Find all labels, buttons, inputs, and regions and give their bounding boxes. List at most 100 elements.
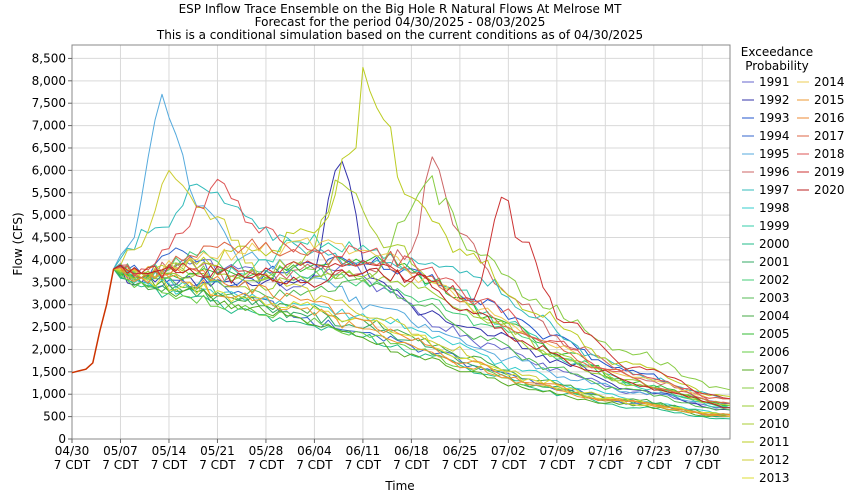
x-tick-label: 05/28: [249, 444, 284, 458]
grid-lines: [71, 45, 730, 440]
y-tick-label: 2,000: [32, 342, 66, 356]
x-tick-sublabel: 7 CDT: [54, 458, 91, 472]
y-tick-label: 500: [43, 410, 66, 424]
series-line-2014: [113, 237, 731, 400]
series-line-2016: [113, 267, 731, 416]
legend-label-1992: 1992: [759, 93, 790, 107]
y-tick-label: 5,500: [32, 186, 66, 200]
legend-label-1993: 1993: [759, 111, 790, 125]
y-tick-label: 1,000: [32, 387, 66, 401]
y-tick-label: 3,500: [32, 275, 66, 289]
series-line-2000: [113, 268, 731, 420]
x-tick-label: 05/21: [200, 444, 235, 458]
y-tick-label: 2,500: [32, 320, 66, 334]
x-tick-label: 04/30: [55, 444, 90, 458]
legend-label-2017: 2017: [814, 129, 845, 143]
x-tick-sublabel: 7 CDT: [345, 458, 382, 472]
x-tick-sublabel: 7 CDT: [199, 458, 236, 472]
legend-title-line-2: Probability: [745, 59, 808, 73]
x-tick-label: 06/25: [443, 444, 478, 458]
y-tick-label: 3,000: [32, 298, 66, 312]
y-tick-label: 4,500: [32, 231, 66, 245]
plot-area-border: [71, 44, 731, 440]
legend-label-1999: 1999: [759, 219, 790, 233]
legend-label-2007: 2007: [759, 363, 790, 377]
legend-label-2012: 2012: [759, 453, 790, 467]
x-tick-label: 05/07: [103, 444, 138, 458]
legend-label-2003: 2003: [759, 291, 790, 305]
x-tick-label: 07/23: [637, 444, 672, 458]
legend-label-2002: 2002: [759, 273, 790, 287]
observed-line: [71, 268, 115, 374]
legend-label-2000: 2000: [759, 237, 790, 251]
legend-label-1996: 1996: [759, 165, 790, 179]
y-tick-label: 6,500: [32, 141, 66, 155]
x-tick-label: 07/16: [588, 444, 623, 458]
x-tick-sublabel: 7 CDT: [587, 458, 624, 472]
legend-label-2006: 2006: [759, 345, 790, 359]
x-tick-sublabel: 7 CDT: [248, 458, 285, 472]
y-tick-label: 7,000: [32, 119, 66, 133]
y-tick-label: 5,000: [32, 208, 66, 222]
legend-label-2010: 2010: [759, 417, 790, 431]
x-tick-label: 07/02: [491, 444, 526, 458]
x-tick-label: 06/11: [346, 444, 381, 458]
x-tick-sublabel: 7 CDT: [490, 458, 527, 472]
legend-label-1995: 1995: [759, 147, 790, 161]
series-line-1995: [113, 93, 731, 407]
legend-label-2018: 2018: [814, 147, 845, 161]
x-tick-label: 07/09: [540, 444, 575, 458]
y-tick-label: 8,000: [32, 74, 66, 88]
legend-label-2009: 2009: [759, 399, 790, 413]
series-lines: [71, 66, 731, 420]
x-tick-sublabel: 7 CDT: [539, 458, 576, 472]
series-line-2003: [113, 268, 731, 411]
axis-ticks: 0 500 1,000 1,500 2,000 2,500 3,000 3,500 4,000 4…: [32, 51, 722, 472]
legend-label-2008: 2008: [759, 381, 790, 395]
legend-label-2015: 2015: [814, 93, 845, 107]
legend-label-2016: 2016: [814, 111, 845, 125]
legend-title-line-1: Exceedance: [741, 45, 813, 59]
chart-title-line-1: ESP Inflow Trace Ensemble on the Big Hol…: [179, 2, 622, 16]
x-tick-label: 05/14: [152, 444, 187, 458]
series-line-2018: [113, 178, 730, 400]
series-line-2009: [113, 268, 731, 404]
y-tick-label: 8,500: [32, 51, 66, 65]
legend-label-1991: 1991: [759, 75, 790, 89]
legend-label-1997: 1997: [759, 183, 790, 197]
chart-title-line-3: This is a conditional simulation based o…: [156, 28, 643, 42]
y-tick-label: 1,500: [32, 365, 66, 379]
y-axis-label: Flow (CFS): [11, 212, 25, 275]
x-tick-sublabel: 7 CDT: [102, 458, 139, 472]
x-tick-sublabel: 7 CDT: [296, 458, 333, 472]
series-line-2013: [113, 268, 731, 415]
y-tick-label: 7,500: [32, 96, 66, 110]
x-tick-sublabel: 7 CDT: [442, 458, 479, 472]
y-tick-label: 0: [58, 432, 66, 446]
x-tick-sublabel: 7 CDT: [393, 458, 430, 472]
legend-label-2005: 2005: [759, 327, 790, 341]
y-tick-label: 4,000: [32, 253, 66, 267]
series-line-2008: [113, 175, 731, 391]
x-tick-sublabel: 7 CDT: [636, 458, 673, 472]
x-tick-sublabel: 7 CDT: [151, 458, 188, 472]
legend-label-2013: 2013: [759, 471, 790, 485]
y-tick-label: 6,000: [32, 163, 66, 177]
x-tick-label: 07/30: [685, 444, 720, 458]
legend-label-2004: 2004: [759, 309, 790, 323]
legend-label-1998: 1998: [759, 201, 790, 215]
series-line-2020: [113, 264, 730, 409]
chart-title-line-2: Forecast for the period 04/30/2025 - 08/…: [255, 15, 546, 29]
series-line-1999: [113, 233, 731, 409]
x-axis-label: Time: [384, 479, 414, 493]
series-line-2011: [113, 66, 731, 397]
series-line-2012: [113, 169, 731, 418]
legend-label-2001: 2001: [759, 255, 790, 269]
x-tick-label: 06/04: [297, 444, 332, 458]
legend-label-1994: 1994: [759, 129, 790, 143]
legend: Exceedance Probability 1991 1992 1993 1994 1…: [741, 45, 845, 485]
x-tick-sublabel: 7 CDT: [684, 458, 721, 472]
legend-label-2011: 2011: [759, 435, 790, 449]
